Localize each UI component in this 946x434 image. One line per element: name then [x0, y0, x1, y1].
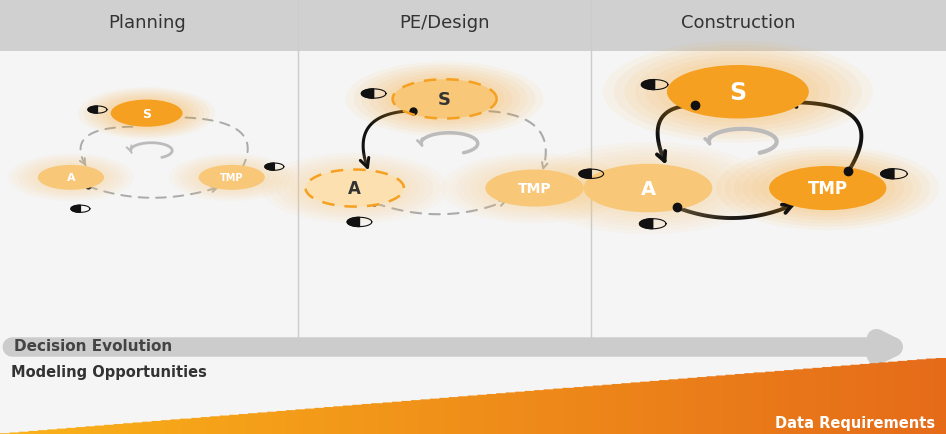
Circle shape	[8, 154, 134, 202]
Circle shape	[441, 154, 628, 224]
Text: A: A	[348, 180, 361, 197]
Polygon shape	[71, 206, 80, 213]
Circle shape	[18, 158, 124, 198]
Circle shape	[377, 74, 513, 125]
Circle shape	[751, 160, 904, 217]
Circle shape	[769, 167, 886, 210]
Circle shape	[545, 150, 751, 227]
Circle shape	[38, 165, 104, 191]
Circle shape	[667, 66, 809, 119]
Circle shape	[584, 164, 712, 213]
Circle shape	[290, 164, 419, 213]
Circle shape	[393, 80, 497, 119]
Circle shape	[526, 143, 770, 235]
Circle shape	[743, 157, 913, 220]
Polygon shape	[639, 219, 653, 229]
Circle shape	[734, 153, 921, 224]
Text: Decision Evolution: Decision Evolution	[14, 338, 172, 353]
Bar	[0, 0, 946, 52]
Circle shape	[174, 156, 289, 200]
Text: A: A	[66, 173, 76, 183]
Text: Construction: Construction	[680, 14, 796, 32]
Circle shape	[79, 88, 215, 140]
Circle shape	[761, 163, 895, 214]
Circle shape	[716, 147, 939, 230]
Circle shape	[23, 160, 119, 196]
Circle shape	[657, 62, 819, 123]
Text: S: S	[438, 91, 451, 108]
Text: Data Requirements: Data Requirements	[775, 415, 935, 430]
Circle shape	[624, 50, 851, 135]
Circle shape	[478, 168, 591, 210]
Circle shape	[456, 159, 613, 218]
Text: TMP: TMP	[808, 180, 848, 197]
Circle shape	[194, 164, 270, 192]
Circle shape	[614, 46, 862, 139]
Circle shape	[269, 156, 441, 221]
Circle shape	[188, 162, 274, 194]
Circle shape	[464, 162, 605, 215]
Circle shape	[83, 90, 210, 138]
Circle shape	[199, 165, 265, 191]
Circle shape	[105, 99, 188, 129]
Circle shape	[726, 150, 930, 227]
Circle shape	[184, 160, 280, 196]
Circle shape	[306, 170, 404, 207]
Circle shape	[448, 156, 621, 221]
Circle shape	[604, 42, 872, 143]
Circle shape	[111, 100, 183, 128]
Text: A: A	[640, 179, 656, 198]
Polygon shape	[265, 164, 274, 171]
Circle shape	[385, 77, 504, 122]
Circle shape	[535, 146, 761, 231]
Circle shape	[100, 96, 193, 132]
Text: S: S	[729, 81, 746, 105]
Text: TMP: TMP	[517, 182, 552, 196]
Circle shape	[276, 159, 433, 218]
Polygon shape	[347, 218, 359, 227]
Polygon shape	[881, 169, 894, 179]
Circle shape	[13, 156, 129, 200]
Text: Modeling Opportunities: Modeling Opportunities	[11, 364, 207, 379]
Text: Planning: Planning	[108, 14, 185, 32]
Circle shape	[284, 162, 426, 215]
Polygon shape	[641, 80, 655, 90]
Circle shape	[179, 158, 285, 198]
Circle shape	[645, 58, 831, 127]
Circle shape	[298, 168, 412, 210]
Circle shape	[168, 154, 295, 202]
Circle shape	[345, 62, 543, 137]
Circle shape	[261, 154, 448, 224]
Circle shape	[565, 157, 731, 220]
Circle shape	[554, 154, 742, 224]
Circle shape	[485, 170, 584, 207]
Circle shape	[470, 164, 599, 213]
Circle shape	[33, 164, 109, 192]
Polygon shape	[88, 107, 97, 114]
Circle shape	[95, 94, 199, 134]
Polygon shape	[361, 90, 374, 99]
Polygon shape	[579, 170, 591, 179]
Text: TMP: TMP	[220, 173, 243, 183]
Circle shape	[27, 162, 114, 194]
Circle shape	[89, 92, 204, 135]
Circle shape	[361, 68, 528, 131]
Circle shape	[354, 66, 535, 134]
Circle shape	[635, 54, 841, 131]
Circle shape	[369, 71, 520, 128]
Text: PE/Design: PE/Design	[399, 14, 490, 32]
Text: S: S	[142, 107, 151, 120]
Circle shape	[574, 161, 722, 217]
